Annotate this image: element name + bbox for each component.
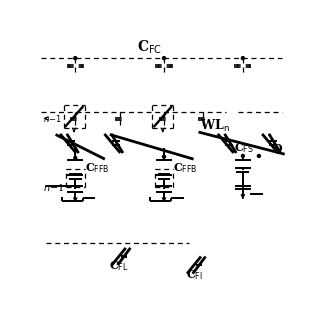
Text: C$_{\rm FFB}$: C$_{\rm FFB}$	[85, 161, 109, 175]
Text: $n$$-$1: $n$$-$1	[43, 113, 62, 124]
Circle shape	[241, 155, 244, 157]
Text: $n$$-$1: $n$$-$1	[43, 182, 65, 193]
Circle shape	[163, 155, 165, 158]
Circle shape	[257, 155, 260, 157]
Circle shape	[241, 57, 244, 60]
Circle shape	[74, 57, 77, 60]
Circle shape	[74, 156, 77, 159]
Text: C$_{\rm FFB}$: C$_{\rm FFB}$	[173, 161, 198, 175]
Text: C$_{\rm FL}$: C$_{\rm FL}$	[108, 260, 128, 273]
Text: C$_{\rm FC}$: C$_{\rm FC}$	[137, 38, 162, 56]
Circle shape	[163, 57, 165, 60]
Text: C$_{\rm FI}$: C$_{\rm FI}$	[186, 268, 203, 282]
Text: C$_{\rm FS}$: C$_{\rm FS}$	[234, 141, 254, 155]
Text: D: D	[272, 142, 282, 154]
Text: WL$_{\rm n}$: WL$_{\rm n}$	[200, 118, 229, 134]
